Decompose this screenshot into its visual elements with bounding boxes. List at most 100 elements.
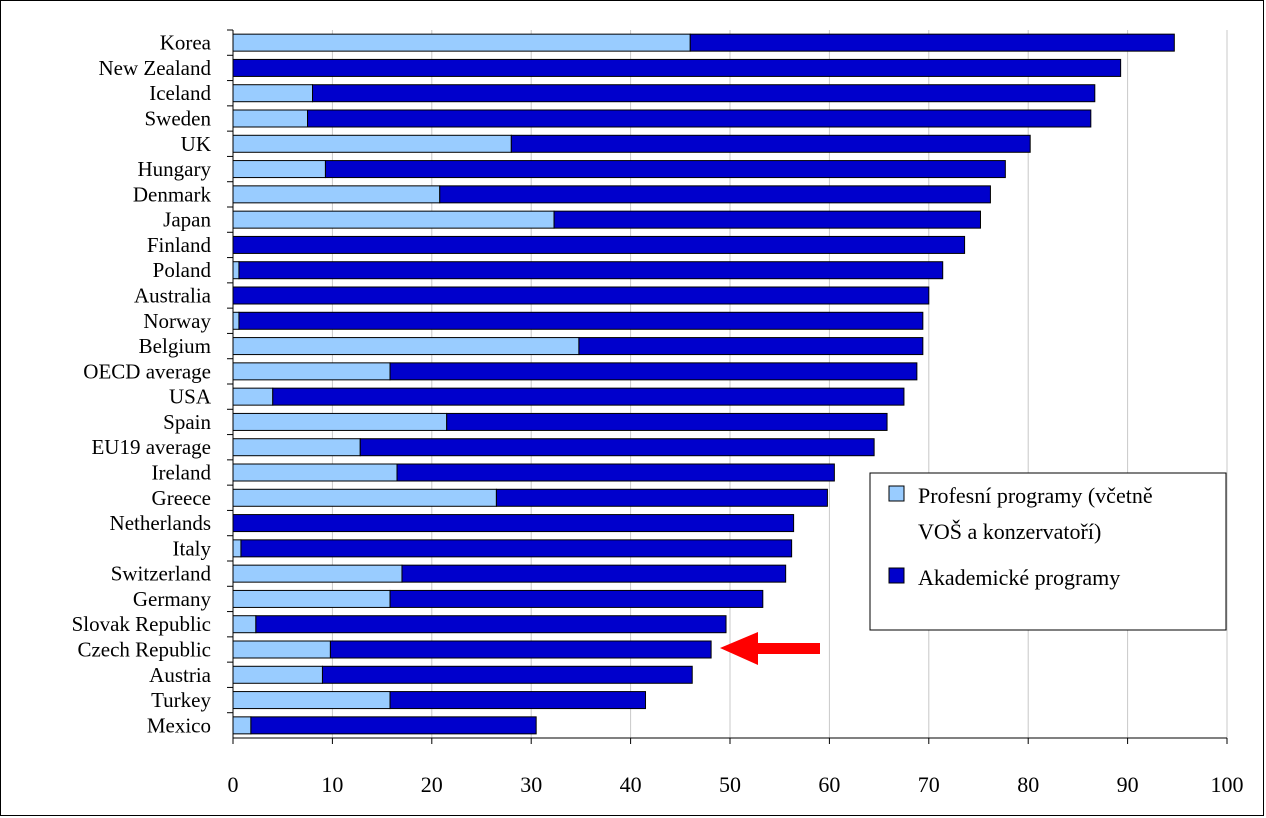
category-label-mexico: Mexico <box>147 713 211 737</box>
category-label-ireland: Ireland <box>152 461 212 485</box>
bar-ireland-akademicke <box>396 463 835 482</box>
bar-hungary-akademicke <box>324 160 1006 179</box>
bar-sweden-profesni <box>232 109 309 128</box>
bar-mexico-profesni <box>232 716 252 735</box>
legend-swatch-akademicke <box>888 567 905 584</box>
bar-germany-akademicke <box>389 589 764 608</box>
bar-hungary-profesni <box>232 160 326 179</box>
category-label-poland: Poland <box>153 258 212 282</box>
bar-czech-republic-profesni <box>232 640 331 659</box>
bar-iceland-akademicke <box>312 84 1096 103</box>
x-axis: 0 10 20 30 40 50 60 70 80 90 100 <box>227 29 1244 797</box>
bar-belgium-akademicke <box>578 337 924 356</box>
bar-austria-profesni <box>232 665 323 684</box>
category-label-usa: USA <box>169 385 212 409</box>
bar-oecd-average-profesni <box>232 362 391 381</box>
bar-czech-republic-akademicke <box>329 640 712 659</box>
category-label-norway: Norway <box>143 309 211 333</box>
bar-usa-profesni <box>232 387 274 406</box>
bar-usa-akademicke <box>272 387 905 406</box>
x-tick-label-20: 20 <box>421 772 443 797</box>
bar-italy-profesni <box>232 539 242 558</box>
bars <box>232 33 1175 735</box>
category-label-iceland: Iceland <box>149 81 211 105</box>
bar-switzerland-profesni <box>232 564 403 583</box>
category-label-hungary: Hungary <box>138 157 212 181</box>
bar-austria-akademicke <box>321 665 693 684</box>
category-label-greece: Greece <box>152 486 211 510</box>
red-arrow-annotation <box>720 632 820 665</box>
x-tick-label-90: 90 <box>1117 772 1139 797</box>
bar-australia-akademicke <box>232 286 930 305</box>
category-label-austria: Austria <box>149 663 212 687</box>
bar-oecd-average-akademicke <box>389 362 918 381</box>
category-label-japan: Japan <box>163 208 211 232</box>
category-label-korea: Korea <box>160 31 212 55</box>
bar-slovak-republic-profesni <box>232 615 257 634</box>
category-label-czech-republic: Czech Republic <box>77 638 211 662</box>
bar-korea-profesni <box>232 33 691 52</box>
category-label-turkey: Turkey <box>151 688 211 712</box>
x-tick-label-0: 0 <box>228 772 239 797</box>
bar-slovak-republic-akademicke <box>255 615 727 634</box>
bar-greece-akademicke <box>495 488 828 507</box>
bar-belgium-profesni <box>232 337 580 356</box>
bar-uk-profesni <box>232 134 512 153</box>
bar-finland-akademicke <box>232 235 966 254</box>
bar-italy-akademicke <box>240 539 793 558</box>
category-label-sweden: Sweden <box>145 107 212 131</box>
bar-uk-akademicke <box>510 134 1031 153</box>
bar-germany-profesni <box>232 589 391 608</box>
category-label-eu19-average: EU19 average <box>91 435 211 459</box>
category-label-belgium: Belgium <box>139 334 211 358</box>
x-tick-label-30: 30 <box>520 772 542 797</box>
bar-netherlands-akademicke <box>232 514 795 533</box>
bar-norway-akademicke <box>238 311 924 330</box>
bar-korea-akademicke <box>689 33 1175 52</box>
x-tick-label-70: 70 <box>918 772 940 797</box>
bar-greece-profesni <box>232 488 497 507</box>
legend-swatch-profesni <box>888 485 905 502</box>
category-label-uk: UK <box>181 132 211 156</box>
bar-poland-akademicke <box>238 261 944 280</box>
legend: Profesní programy (včetně VOŠ a konzerva… <box>869 472 1227 631</box>
x-tick-label-50: 50 <box>719 772 741 797</box>
category-label-australia: Australia <box>134 284 212 308</box>
x-tick-label-100: 100 <box>1211 772 1244 797</box>
bar-spain-profesni <box>232 412 448 431</box>
bar-norway-profesni <box>232 311 240 330</box>
category-label-finland: Finland <box>147 233 212 257</box>
bar-spain-akademicke <box>446 412 888 431</box>
bar-japan-akademicke <box>553 210 981 229</box>
x-tick-label-80: 80 <box>1017 772 1039 797</box>
category-label-spain: Spain <box>163 410 211 434</box>
x-tick-label-60: 60 <box>818 772 840 797</box>
bar-denmark-akademicke <box>439 185 991 204</box>
bar-sweden-akademicke <box>307 109 1092 128</box>
bar-iceland-profesni <box>232 84 314 103</box>
bar-new-zealand-akademicke <box>232 58 1122 77</box>
category-label-new-zealand: New Zealand <box>98 56 211 80</box>
bar-eu19-average-profesni <box>232 438 361 457</box>
arrow-icon <box>720 632 820 665</box>
category-label-germany: Germany <box>133 587 212 611</box>
category-label-oecd-average: OECD average <box>83 359 211 383</box>
bar-turkey-akademicke <box>389 691 647 710</box>
category-label-slovak-republic: Slovak Republic <box>72 612 211 636</box>
bar-japan-profesni <box>232 210 555 229</box>
legend-label-akademicke: Akademické programy <box>918 565 1120 590</box>
bar-eu19-average-akademicke <box>359 438 875 457</box>
category-label-italy: Italy <box>173 536 212 560</box>
x-tick-label-40: 40 <box>620 772 642 797</box>
legend-label-profesni-line2: VOŠ a konzervatoří) <box>918 519 1101 544</box>
category-label-netherlands: Netherlands <box>110 511 211 535</box>
category-label-switzerland: Switzerland <box>111 562 212 586</box>
bar-denmark-profesni <box>232 185 441 204</box>
legend-box <box>869 472 1227 631</box>
category-label-denmark: Denmark <box>133 182 212 206</box>
bar-switzerland-akademicke <box>401 564 787 583</box>
legend-label-profesni-line1: Profesní programy (včetně <box>918 483 1153 508</box>
bar-poland-profesni <box>232 261 240 280</box>
